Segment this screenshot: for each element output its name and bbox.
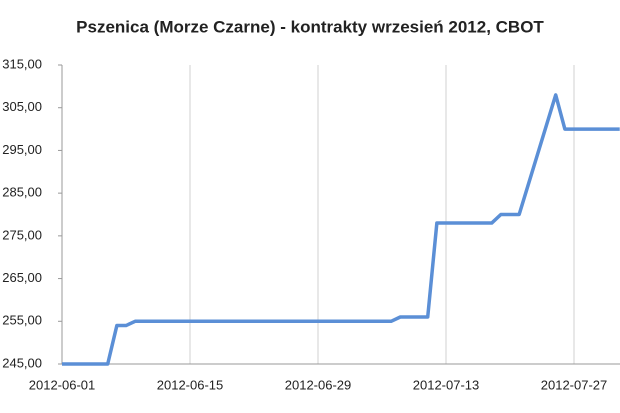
chart-title: Pszenica (Morze Czarne) - kontrakty wrze…: [76, 17, 544, 36]
line: [62, 93, 620, 366]
y-tick-label: 285,00: [2, 185, 42, 200]
x-tick-label: 2012-07-27: [541, 377, 608, 392]
y-tick-label: 275,00: [2, 227, 42, 242]
y-tick-label: 255,00: [2, 313, 42, 328]
y-tick-label: 245,00: [2, 355, 42, 370]
y-tick-label: 305,00: [2, 99, 42, 114]
y-tick-label: 315,00: [2, 56, 42, 71]
x-tick-label: 2012-06-15: [157, 377, 224, 392]
y-tick-label: 295,00: [2, 142, 42, 157]
x-tick-label: 2012-06-01: [29, 377, 96, 392]
x-tick-label: 2012-07-13: [413, 377, 480, 392]
y-tick-label: 265,00: [2, 270, 42, 285]
x-tick-label: 2012-06-29: [285, 377, 352, 392]
